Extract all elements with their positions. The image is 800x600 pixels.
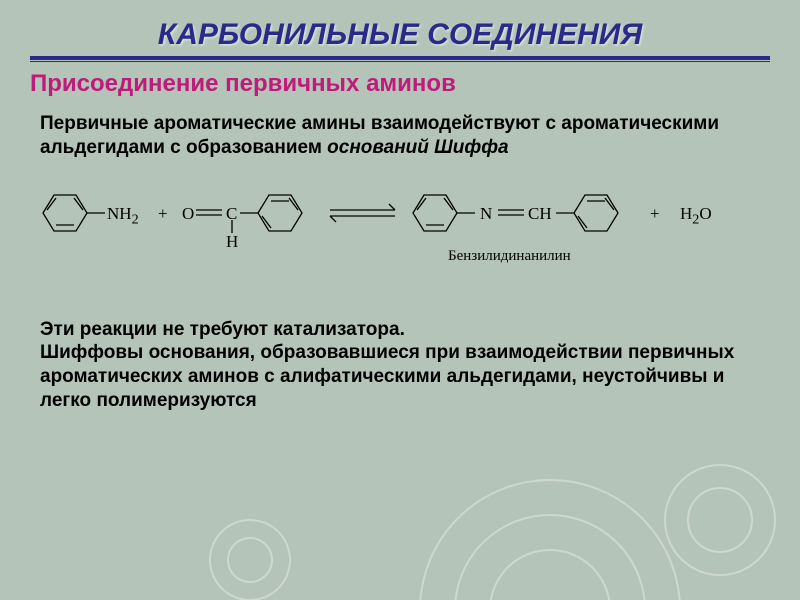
intro-text-b: оснований Шиффа	[327, 137, 508, 158]
label-ch: CH	[528, 204, 552, 224]
reaction-scheme: NH2 + O C H N CH + H2O Бензилидинанилин	[0, 178, 800, 278]
label-h2o: H2O	[680, 204, 712, 228]
label-o: O	[182, 204, 194, 224]
subtitle: Присоединение первичных аминов	[0, 62, 800, 98]
label-c: C	[226, 204, 237, 224]
product-name: Бензилидинанилин	[448, 248, 571, 265]
label-nh2: NH2	[107, 204, 139, 228]
label-h: H	[226, 232, 238, 252]
page-title: КАРБОНИЛЬНЫЕ СОЕДИНЕНИЯ	[0, 0, 800, 52]
label-n: N	[480, 204, 492, 224]
notes-paragraph: Эти реакции не требуют катализатора.Шифф…	[0, 278, 800, 413]
label-plus-1: +	[158, 204, 168, 224]
intro-paragraph: Первичные ароматические амины взаимодейс…	[0, 98, 800, 160]
label-plus-2: +	[650, 204, 660, 224]
